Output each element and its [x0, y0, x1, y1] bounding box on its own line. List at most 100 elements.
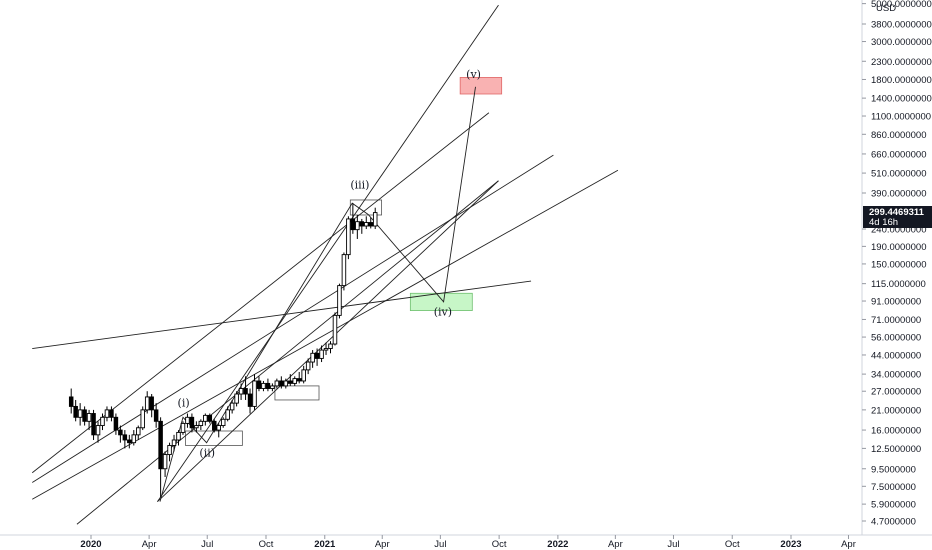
candle-body-up: [261, 382, 266, 389]
wave-path-layer: [159, 86, 476, 502]
trendline-5: [157, 4, 499, 502]
candle: [238, 383, 244, 400]
time-tick-label: Oct: [492, 539, 507, 550]
candle-body-down: [68, 396, 74, 407]
candle-body-down: [153, 409, 159, 422]
candle: [73, 399, 78, 422]
candle-body-up: [77, 409, 83, 418]
price-tick-label: 5000.0000000: [871, 0, 932, 10]
trendline-4: [76, 180, 499, 525]
price-tick-label: 1800.0000000: [871, 75, 932, 86]
candle: [113, 413, 119, 435]
trendline-2: [32, 154, 554, 483]
currency-label: USD: [876, 3, 896, 14]
wave-label: (iv): [434, 305, 452, 318]
candle-body-down: [82, 409, 87, 422]
candle-body-up: [136, 427, 141, 436]
candle-body-down: [122, 434, 128, 441]
current-price-countdown: 4d 16h: [869, 217, 898, 228]
time-tick-label: Jul: [434, 539, 446, 550]
candle-body-down: [288, 380, 293, 384]
time-tick-label: Oct: [259, 539, 274, 550]
time-tick-label: 2022: [547, 539, 568, 550]
candle-body-up: [185, 416, 190, 424]
wave-label: (i): [178, 396, 190, 409]
candle-body-down: [279, 380, 284, 387]
price-tick-label: 190.0000000: [871, 242, 926, 253]
candle-body-down: [243, 388, 248, 395]
candle: [100, 413, 105, 431]
candle: [261, 380, 266, 392]
candle-body-up: [167, 445, 172, 456]
candle-body-up: [292, 378, 297, 384]
candle: [136, 425, 141, 440]
price-tick-label: 12.5000000: [871, 444, 921, 455]
candle-body-up: [220, 418, 226, 427]
candle-body-up: [100, 416, 105, 427]
candle: [364, 216, 369, 230]
wave-label: (ii): [199, 447, 215, 460]
box-zone-3: [274, 385, 320, 401]
candle-body-up: [171, 439, 177, 446]
price-tick-label: 91.0000000: [871, 297, 921, 308]
candle: [341, 252, 347, 291]
candle: [283, 378, 289, 389]
candle-body-down: [91, 413, 96, 436]
price-tick-label: 1100.0000000: [871, 112, 931, 123]
candle-body-up: [310, 352, 315, 363]
candle-body-up: [86, 413, 92, 422]
time-tick-label: Jul: [201, 539, 213, 550]
candle-body-up: [319, 349, 324, 359]
price-tick-label: 2300.0000000: [871, 57, 932, 68]
candle: [288, 374, 293, 386]
candle-body-down: [127, 439, 132, 444]
time-tick-label: Apr: [142, 539, 157, 550]
candle: [91, 409, 96, 440]
candle-body-up: [372, 212, 378, 227]
price-tick-label: 390.0000000: [871, 188, 926, 199]
candle: [359, 218, 365, 234]
candle: [247, 388, 253, 414]
candle-body-up: [238, 388, 244, 395]
candle: [368, 217, 373, 229]
candle-body-down: [247, 393, 253, 407]
candle-body-down: [359, 221, 365, 227]
candle-body-up: [180, 422, 186, 433]
candle-body-down: [189, 416, 195, 429]
candle: [323, 342, 329, 355]
candle-body-up: [341, 254, 347, 287]
candle: [270, 383, 275, 392]
price-tick-label: 660.0000000: [871, 149, 926, 160]
target-zone-0: [459, 77, 503, 95]
candle: [274, 378, 280, 389]
candle-body-up: [332, 314, 338, 345]
trendline-3: [32, 169, 619, 500]
candle-body-up: [301, 369, 306, 382]
candles-layer: [68, 203, 378, 497]
price-axis[interactable]: 5000.0000000 3800.0000000 3000.0000000 2300…: [862, 0, 932, 528]
candle: [319, 345, 324, 363]
time-axis[interactable]: 2020 Apr Jul Oct 2021 Apr Jul Oct 2022 Apr Jul Oct 2…: [80, 535, 856, 550]
candle: [225, 406, 230, 422]
price-tick-label: 115.0000000: [871, 279, 926, 290]
candle: [229, 399, 235, 414]
time-tick-label: Apr: [608, 539, 623, 550]
trendline-6: [157, 180, 499, 502]
candle: [131, 430, 137, 446]
candle-body-down: [207, 414, 213, 422]
price-tick-label: 9.5000000: [871, 464, 916, 475]
candle-body-up: [162, 454, 168, 470]
candle: [180, 421, 186, 435]
box-zone-2: [349, 199, 383, 216]
candle: [346, 216, 351, 260]
time-tick-label: 2023: [780, 539, 801, 550]
candle-body-up: [252, 380, 257, 407]
candle-body-up: [346, 218, 351, 256]
candle-body-up: [270, 385, 275, 389]
current-price-tag: 299.4469311 4d 16h: [863, 206, 932, 228]
price-tick-label: 1400.0000000: [871, 94, 932, 105]
time-tick-label: 2020: [80, 539, 101, 550]
candle: [82, 406, 87, 426]
candle: [355, 214, 360, 239]
